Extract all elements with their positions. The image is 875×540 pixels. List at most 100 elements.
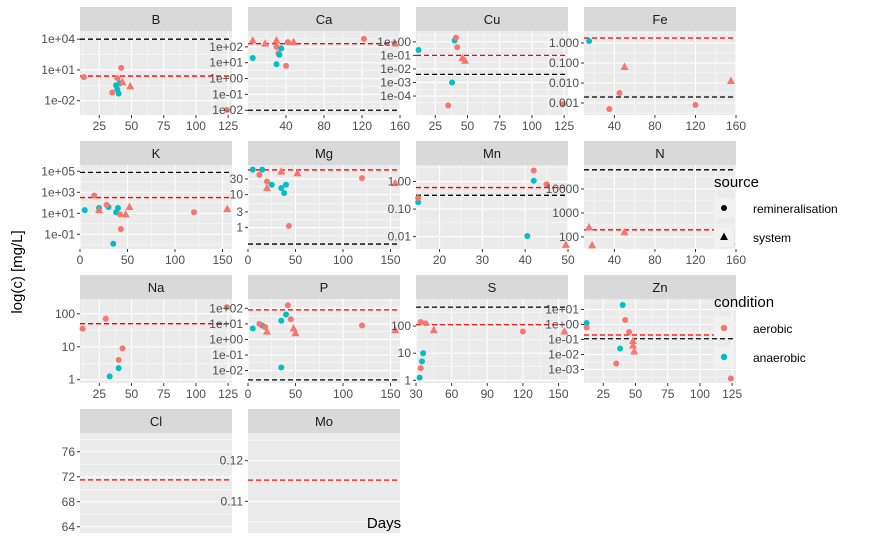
y-tick-label: 0.12 — [220, 454, 244, 468]
y-tick-label: 1e-01 — [212, 87, 243, 101]
facet-strip-label: Mo — [315, 414, 333, 429]
y-tick-label: 1e+01 — [41, 63, 75, 77]
y-tick-label: 1 — [404, 373, 411, 387]
x-tick-label: 20 — [433, 253, 447, 267]
panel-background — [248, 299, 400, 383]
data-point-aerobic-remineralisation — [283, 62, 289, 69]
x-tick-label: 75 — [157, 119, 171, 133]
y-tick-label: 1e-03 — [548, 363, 579, 377]
data-point-aerobic-system — [289, 37, 298, 46]
x-tick-label: 40 — [279, 119, 293, 133]
data-point-aerobic-remineralisation — [118, 64, 125, 71]
data-point-anaerobic-remineralisation — [415, 199, 422, 206]
y-tick-label: 76 — [62, 445, 76, 459]
x-tick-label: 60 — [445, 387, 459, 401]
x-tick-label: 80 — [648, 253, 662, 267]
data-point-aerobic-remineralisation — [287, 316, 294, 323]
x-tick-label: 50 — [629, 387, 643, 401]
data-point-aerobic-remineralisation — [359, 175, 365, 182]
data-point-aerobic-remineralisation — [284, 302, 291, 309]
data-point-aerobic-system — [118, 77, 127, 86]
facet-strip-label: S — [488, 280, 497, 295]
data-point-aerobic-remineralisation — [285, 222, 292, 229]
y-tick-label: 1e+00 — [377, 35, 411, 49]
x-tick-label: 150 — [380, 253, 400, 267]
data-point-anaerobic-remineralisation — [420, 350, 427, 357]
x-tick-label: 0 — [245, 387, 252, 401]
x-tick-label: 25 — [429, 119, 443, 133]
data-point-aerobic-system — [95, 205, 103, 214]
data-point-anaerobic-remineralisation — [115, 205, 121, 212]
y-tick-label: 100 — [391, 319, 411, 333]
legends: source remineralisation system condition aer… — [714, 174, 838, 367]
x-tick-label: 125 — [218, 119, 238, 133]
data-point-aerobic-system — [263, 183, 271, 192]
y-axis-title: log(c) [mg/L] — [9, 230, 26, 313]
data-point-aerobic-remineralisation — [80, 74, 87, 81]
facet-Cl: Cl 76 72 68 64 — [62, 409, 232, 534]
x-tick-label: 100 — [333, 253, 353, 267]
y-tick-label: 1e+05 — [41, 164, 75, 178]
data-point-aerobic-system — [620, 227, 629, 236]
x-tick-label: 100 — [165, 253, 185, 267]
data-point-aerobic-system — [630, 347, 639, 355]
panel-background — [584, 165, 736, 249]
data-point-aerobic-remineralisation — [223, 304, 230, 311]
data-point-anaerobic-remineralisation — [415, 46, 422, 53]
data-point-anaerobic-remineralisation — [273, 61, 280, 68]
data-point-aerobic-system — [726, 76, 735, 84]
facet-strip — [248, 141, 400, 165]
x-tick-label: 120 — [685, 119, 705, 133]
facet-strip-label: Cu — [484, 12, 501, 27]
data-point-aerobic-remineralisation — [530, 167, 537, 174]
y-tick-label: 10 — [62, 340, 76, 354]
data-point-aerobic-system — [628, 336, 637, 344]
legend-color-symbol — [720, 324, 728, 332]
x-tick-label: 100 — [333, 387, 353, 401]
y-tick-label: 100 — [559, 230, 579, 244]
x-tick-label: 50 — [461, 119, 475, 133]
x-tick-label: 90 — [481, 387, 495, 401]
data-point-aerobic-remineralisation — [103, 201, 110, 208]
facet-S: S 30 60 90 120 150 100 10 1 — [391, 275, 569, 401]
x-tick-label: 50 — [121, 253, 135, 267]
y-tick-label: 1e-02 — [212, 103, 243, 117]
data-point-aerobic-remineralisation — [417, 365, 424, 372]
x-tick-label: 125 — [218, 387, 238, 401]
legend-color-symbol — [720, 353, 728, 361]
facet-strip — [248, 409, 400, 433]
y-tick-label: 1e-04 — [380, 89, 411, 103]
facet-Mn: Mn 20 30 40 50 1.00 0.10 0.01 — [388, 141, 575, 267]
x-tick-label: 25 — [597, 387, 611, 401]
y-tick-label: 1e-02 — [44, 94, 75, 108]
y-tick-label: 1e-01 — [44, 227, 75, 241]
y-tick-label: 0.01 — [388, 230, 412, 244]
facet-strip-label: Fe — [652, 12, 667, 27]
x-tick-label: 100 — [522, 119, 542, 133]
data-point-anaerobic-remineralisation — [283, 181, 289, 188]
y-tick-label: 1e-02 — [548, 348, 579, 362]
panel-background — [416, 31, 568, 115]
data-point-anaerobic-remineralisation — [259, 166, 266, 173]
panel-background — [80, 433, 232, 533]
data-point-anaerobic-remineralisation — [586, 38, 593, 44]
data-point-aerobic-system — [272, 36, 281, 44]
data-point-aerobic-remineralisation — [583, 324, 590, 331]
x-tick-label: 30 — [409, 387, 423, 401]
data-point-anaerobic-remineralisation — [115, 90, 122, 97]
data-point-anaerobic-remineralisation — [418, 358, 425, 365]
data-point-aerobic-remineralisation — [613, 360, 620, 367]
facet-B: B 25 50 75 100 125 1e+04 1e+01 1e-02 — [41, 7, 238, 133]
x-tick-label: 125 — [554, 119, 574, 133]
data-point-aerobic-system — [248, 36, 257, 44]
facet-strip — [80, 141, 232, 165]
x-tick-label: 100 — [690, 387, 710, 401]
y-tick-label: 64 — [62, 520, 76, 534]
x-tick-label: 50 — [289, 387, 303, 401]
data-point-aerobic-remineralisation — [359, 322, 365, 329]
x-tick-label: 75 — [661, 387, 675, 401]
data-point-aerobic-remineralisation — [417, 319, 424, 326]
facet-strip — [416, 141, 568, 165]
panel-background — [416, 299, 568, 383]
